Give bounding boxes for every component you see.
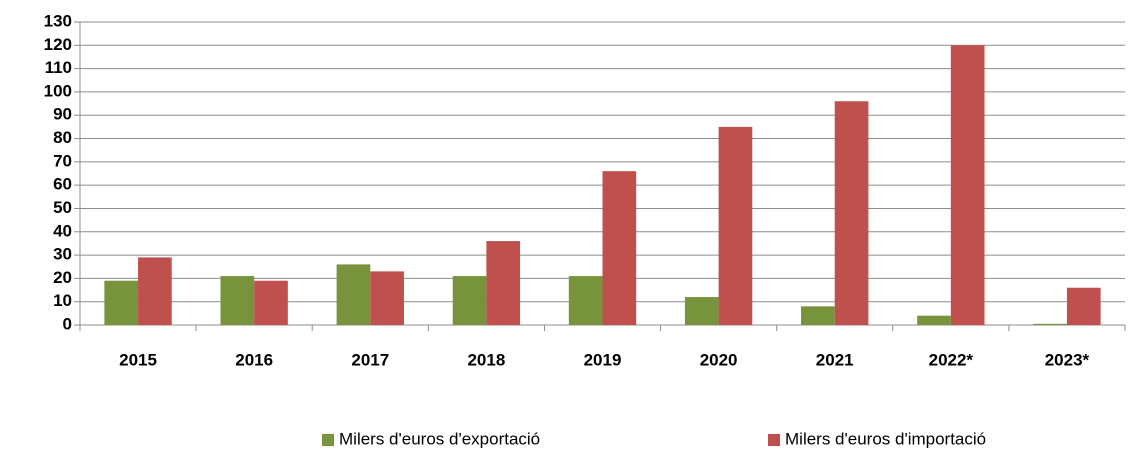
bar <box>138 257 172 325</box>
bar <box>801 306 835 325</box>
x-tick-label: 2021 <box>816 350 854 369</box>
bar <box>486 241 521 325</box>
y-tick-label: 60 <box>53 175 72 194</box>
x-tick-label: 2019 <box>584 350 622 369</box>
bar <box>917 315 951 325</box>
y-tick-label: 130 <box>44 11 72 30</box>
y-tick-label: 40 <box>53 221 72 240</box>
bar <box>834 101 869 325</box>
bar <box>254 280 288 325</box>
y-tick-label: 50 <box>53 198 72 217</box>
bar <box>568 276 603 325</box>
legend-label: Milers d'euros d'exportació <box>339 429 540 448</box>
y-tick-label: 120 <box>44 35 72 54</box>
y-tick-label: 70 <box>53 151 72 170</box>
x-tick-label: 2022* <box>929 350 974 369</box>
x-tick-label: 2016 <box>235 350 273 369</box>
x-tick-label: 2020 <box>700 350 738 369</box>
x-tick-label: 2018 <box>467 350 505 369</box>
y-tick-label: 20 <box>53 268 72 287</box>
y-tick-label: 0 <box>63 314 72 333</box>
y-tick-label: 90 <box>53 105 72 124</box>
bar <box>104 280 139 325</box>
bar <box>950 45 985 326</box>
bar <box>602 171 637 325</box>
bar <box>1066 287 1101 325</box>
bar <box>336 264 371 325</box>
y-tick-label: 80 <box>53 128 72 147</box>
bar <box>452 276 487 325</box>
y-tick-label: 110 <box>45 58 72 77</box>
x-tick-label: 2017 <box>351 350 389 369</box>
bar <box>718 126 753 325</box>
legend-swatch <box>322 434 334 446</box>
bar <box>220 276 255 325</box>
bar <box>370 271 404 325</box>
y-tick-label: 30 <box>53 245 72 264</box>
x-tick-label: 2015 <box>119 350 157 369</box>
bar <box>1033 323 1067 325</box>
y-tick-label: 10 <box>53 291 72 310</box>
legend-swatch <box>768 434 780 446</box>
x-tick-label: 2023* <box>1045 350 1090 369</box>
bar <box>684 297 719 325</box>
y-tick-label: 100 <box>44 81 72 100</box>
legend-label: Milers d'euros d'importació <box>785 429 986 448</box>
